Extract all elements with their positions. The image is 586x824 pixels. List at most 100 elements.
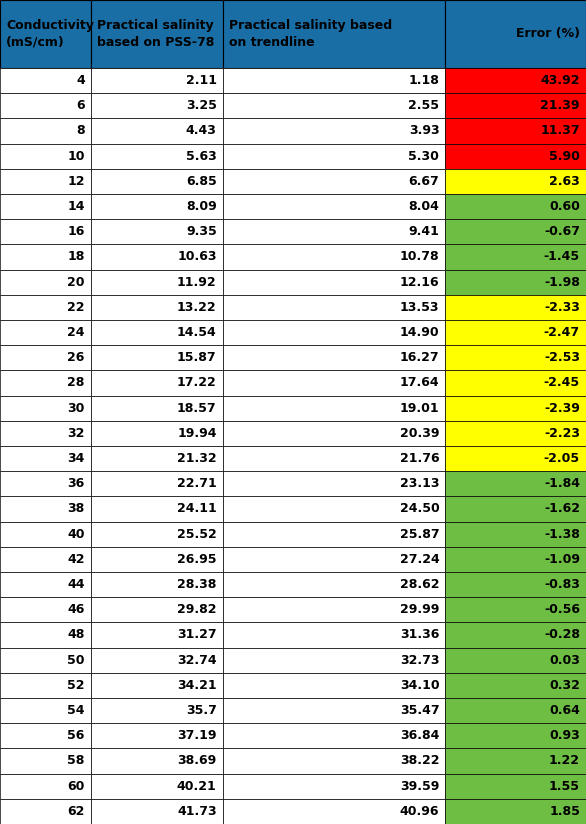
Text: 32.74: 32.74 [177, 653, 217, 667]
Text: 26.95: 26.95 [177, 553, 217, 566]
Text: 3.93: 3.93 [408, 124, 440, 138]
Text: 1.18: 1.18 [408, 74, 440, 87]
Text: 5.90: 5.90 [549, 150, 580, 162]
Text: 6.67: 6.67 [408, 175, 440, 188]
Bar [0, 496, 91, 522]
Text: 32: 32 [67, 427, 85, 440]
Bar [91, 119, 223, 143]
Text: 34.10: 34.10 [400, 679, 440, 692]
Bar [223, 295, 445, 320]
Text: -2.39: -2.39 [544, 401, 580, 414]
Text: 25.87: 25.87 [400, 527, 440, 541]
Text: 1.55: 1.55 [549, 780, 580, 793]
Text: 48: 48 [67, 629, 85, 642]
Text: 39.59: 39.59 [400, 780, 440, 793]
Text: 6.85: 6.85 [186, 175, 217, 188]
Bar [445, 93, 586, 119]
Bar [0, 68, 91, 93]
Text: -0.67: -0.67 [544, 225, 580, 238]
Bar [445, 774, 586, 798]
Bar [445, 547, 586, 572]
Bar [223, 446, 445, 471]
Bar [445, 471, 586, 496]
Bar [445, 0, 586, 68]
Bar [223, 245, 445, 269]
Bar [223, 269, 445, 295]
Bar [223, 648, 445, 673]
Bar [0, 446, 91, 471]
Bar [91, 371, 223, 396]
Text: 46: 46 [67, 603, 85, 616]
Bar [0, 522, 91, 547]
Bar [91, 446, 223, 471]
Bar [445, 119, 586, 143]
Text: 10.78: 10.78 [400, 250, 440, 264]
Text: Error (%): Error (%) [516, 27, 580, 40]
Bar [445, 219, 586, 245]
Text: 36: 36 [67, 477, 85, 490]
Text: 9.35: 9.35 [186, 225, 217, 238]
Text: 36.84: 36.84 [400, 729, 440, 742]
Bar [223, 748, 445, 774]
Bar [91, 622, 223, 648]
Bar [445, 622, 586, 648]
Text: 15.87: 15.87 [177, 351, 217, 364]
Text: 4.43: 4.43 [186, 124, 217, 138]
Bar [445, 194, 586, 219]
Bar [223, 421, 445, 446]
Bar [0, 471, 91, 496]
Bar [445, 522, 586, 547]
Text: 24.11: 24.11 [177, 503, 217, 516]
Bar [0, 648, 91, 673]
Bar [223, 522, 445, 547]
Bar [223, 68, 445, 93]
Text: 0.03: 0.03 [549, 653, 580, 667]
Text: -1.62: -1.62 [544, 503, 580, 516]
Text: 4: 4 [76, 74, 85, 87]
Bar [0, 169, 91, 194]
Text: -0.56: -0.56 [544, 603, 580, 616]
Bar [445, 748, 586, 774]
Bar [0, 345, 91, 371]
Text: 14: 14 [67, 200, 85, 213]
Bar [0, 143, 91, 169]
Text: 3.25: 3.25 [186, 100, 217, 112]
Bar [91, 774, 223, 798]
Bar [91, 320, 223, 345]
Bar [445, 597, 586, 622]
Text: 13.22: 13.22 [177, 301, 217, 314]
Bar [445, 295, 586, 320]
Bar [445, 798, 586, 824]
Text: 37.19: 37.19 [177, 729, 217, 742]
Bar [91, 68, 223, 93]
Bar [223, 698, 445, 723]
Text: 22.71: 22.71 [177, 477, 217, 490]
Text: 14.54: 14.54 [177, 326, 217, 339]
Text: 58: 58 [67, 755, 85, 767]
Bar [91, 143, 223, 169]
Bar [91, 597, 223, 622]
Bar [0, 748, 91, 774]
Bar [0, 295, 91, 320]
Text: 19.94: 19.94 [177, 427, 217, 440]
Text: 0.93: 0.93 [549, 729, 580, 742]
Text: 9.41: 9.41 [408, 225, 440, 238]
Text: 42: 42 [67, 553, 85, 566]
Bar [223, 396, 445, 421]
Text: 31.27: 31.27 [177, 629, 217, 642]
Bar [223, 169, 445, 194]
Text: 35.7: 35.7 [186, 704, 217, 717]
Bar [91, 798, 223, 824]
Text: 38: 38 [67, 503, 85, 516]
Bar [223, 320, 445, 345]
Bar [0, 396, 91, 421]
Bar [223, 798, 445, 824]
Bar [91, 698, 223, 723]
Bar [0, 774, 91, 798]
Bar [223, 597, 445, 622]
Text: 62: 62 [67, 805, 85, 818]
Bar [0, 194, 91, 219]
Text: 40: 40 [67, 527, 85, 541]
Text: -0.83: -0.83 [544, 578, 580, 591]
Text: 23.13: 23.13 [400, 477, 440, 490]
